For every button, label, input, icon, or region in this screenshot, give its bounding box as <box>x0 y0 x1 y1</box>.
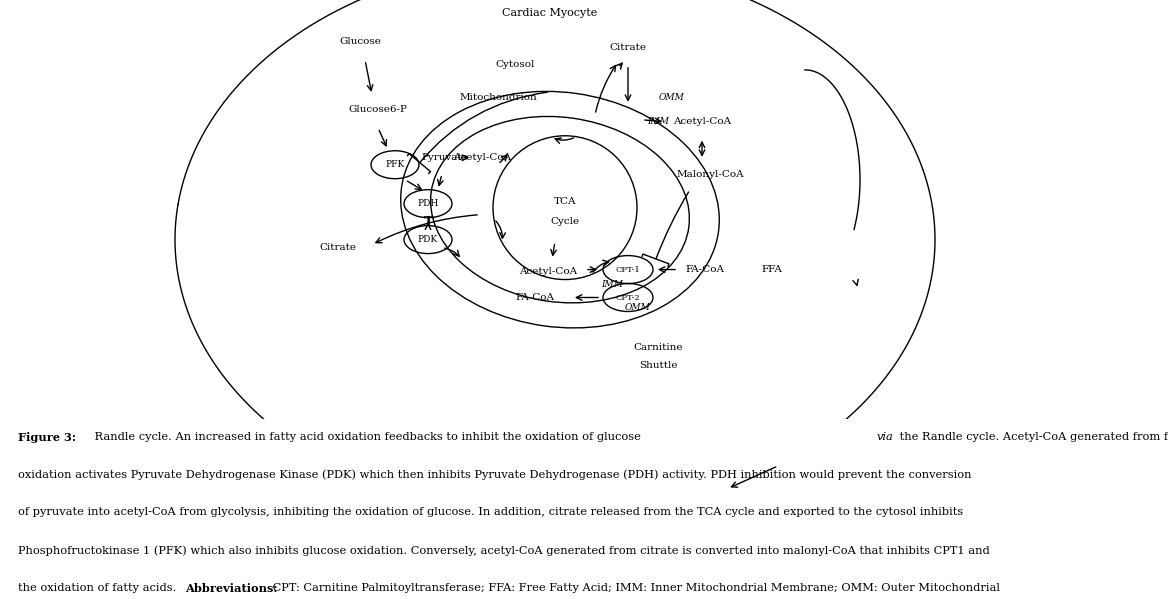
Text: the Randle cycle. Acetyl-CoA generated from fatty acid: the Randle cycle. Acetyl-CoA generated f… <box>896 432 1168 442</box>
Text: Citrate: Citrate <box>610 43 647 53</box>
Text: Acetyl-CoA: Acetyl-CoA <box>453 153 512 162</box>
Text: Cardiac Myocyte: Cardiac Myocyte <box>502 8 598 18</box>
Text: T: T <box>423 216 432 229</box>
Text: Figure 3:: Figure 3: <box>18 432 76 443</box>
Text: Cytosol: Cytosol <box>495 60 535 69</box>
Text: PDH: PDH <box>417 199 439 208</box>
Text: via: via <box>876 432 894 442</box>
Text: Phosphofructokinase 1 (PFK) which also inhibits glucose oxidation. Conversely, a: Phosphofructokinase 1 (PFK) which also i… <box>18 545 989 556</box>
Text: Pyruvate: Pyruvate <box>422 153 468 162</box>
Text: PDK: PDK <box>418 235 438 244</box>
Text: Acetyl-CoA: Acetyl-CoA <box>673 117 731 126</box>
Text: TCA: TCA <box>554 197 576 206</box>
Text: the oxidation of fatty acids.: the oxidation of fatty acids. <box>18 583 180 593</box>
Text: Glucose: Glucose <box>339 37 381 47</box>
Text: OMM: OMM <box>659 93 684 102</box>
Text: PFK: PFK <box>385 160 404 170</box>
Text: CPT-2: CPT-2 <box>616 294 640 301</box>
Text: Randle cycle. An increased in fatty acid oxidation feedbacks to inhibit the oxid: Randle cycle. An increased in fatty acid… <box>91 432 645 442</box>
Text: of pyruvate into acetyl-CoA from glycolysis, inhibiting the oxidation of glucose: of pyruvate into acetyl-CoA from glycoly… <box>18 507 962 518</box>
Text: IMM: IMM <box>647 117 669 126</box>
Text: IMM: IMM <box>602 280 623 289</box>
Text: FA-CoA: FA-CoA <box>515 293 555 302</box>
Text: Acetyl-CoA: Acetyl-CoA <box>519 267 577 276</box>
Text: Shuttle: Shuttle <box>639 361 677 370</box>
Text: FA-CoA: FA-CoA <box>686 265 724 274</box>
Text: FFA: FFA <box>762 265 783 274</box>
Text: Cycle: Cycle <box>550 217 579 226</box>
Text: OMM: OMM <box>625 303 651 312</box>
Text: Carnitine: Carnitine <box>633 343 683 352</box>
Text: Mitochondrion: Mitochondrion <box>459 93 537 102</box>
Text: CPT: Carnitine Palmitoyltransferase; FFA: Free Fatty Acid; IMM: Inner Mitochondr: CPT: Carnitine Palmitoyltransferase; FFA… <box>269 583 1000 593</box>
Text: Glucose6-P: Glucose6-P <box>348 105 408 114</box>
Text: CPT-1: CPT-1 <box>616 265 640 274</box>
Text: Abbreviations:: Abbreviations: <box>186 583 278 594</box>
Text: Malonyl-CoA: Malonyl-CoA <box>676 170 744 179</box>
Text: Citrate: Citrate <box>320 243 356 252</box>
Text: oxidation activates Pyruvate Dehydrogenase Kinase (PDK) which then inhibits Pyru: oxidation activates Pyruvate Dehydrogena… <box>18 470 971 480</box>
